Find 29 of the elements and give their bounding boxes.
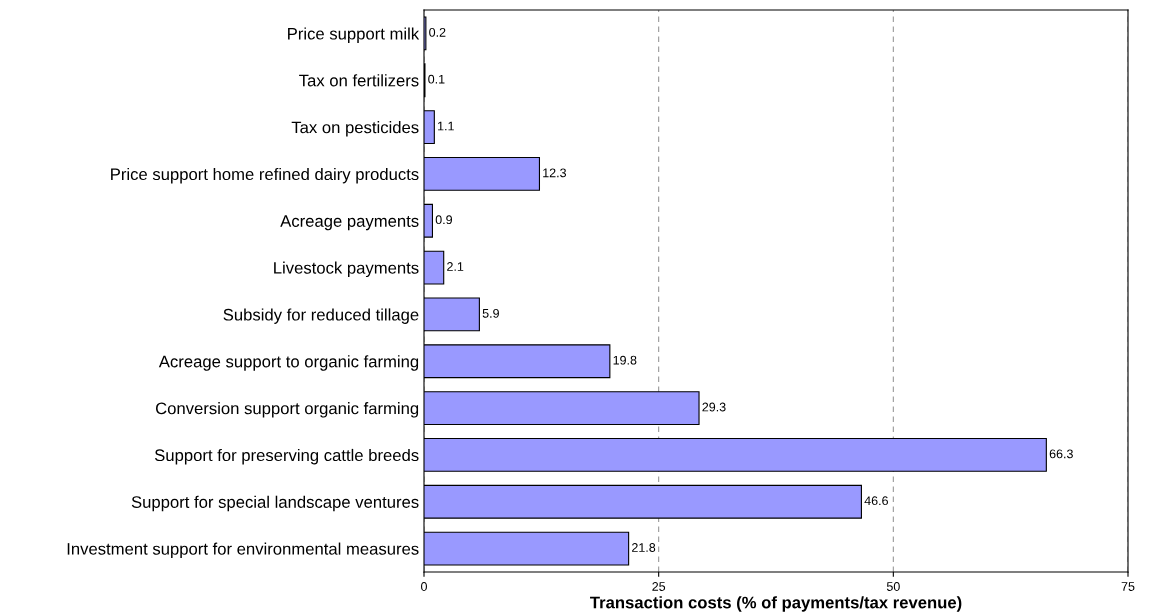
data-label: 19.8 — [613, 355, 637, 365]
y-tick-label: Conversion support organic farming — [155, 402, 419, 418]
data-label: 12.3 — [543, 168, 567, 178]
data-label: 29.3 — [702, 402, 726, 412]
data-label: 0.2 — [429, 27, 446, 37]
data-label: 1.1 — [438, 121, 454, 131]
y-tick-label: Tax on fertilizers — [299, 74, 419, 87]
y-tick-label: Investment support for environmental measures — [67, 542, 419, 559]
y-tick-label: Acreage payments — [280, 215, 419, 231]
data-label: 0.1 — [428, 74, 445, 84]
y-tick-label: Support for preserving cattle breeds — [154, 448, 419, 465]
y-tick-label: Subsidy for reduced tillage — [223, 308, 419, 324]
data-label: 66.3 — [1049, 449, 1073, 459]
data-label: 21.8 — [632, 543, 656, 552]
y-tick-label: Livestock payments — [274, 261, 419, 278]
y-tick-label: Price support milk — [288, 27, 420, 43]
y-tick-label: Support for special landscape ventures — [131, 495, 419, 512]
x-tick-label: 75 — [1121, 582, 1135, 591]
data-label: 46.6 — [864, 496, 888, 506]
x-axis-title: Transaction costs (% of payments/tax revenue) — [590, 596, 962, 612]
x-tick-label: 50 — [886, 582, 900, 591]
x-tick-label: 25 — [652, 582, 666, 591]
y-tick-label: Acreage support to organic farming — [158, 355, 419, 371]
data-label: 5.9 — [482, 308, 499, 318]
data-label: 0.9 — [435, 215, 453, 225]
y-tick-label: Tax on pesticides — [291, 121, 419, 137]
y-tick-label: Price support home refined dairy products — [111, 167, 419, 184]
data-label: 2.1 — [447, 262, 464, 271]
x-tick-label: 0 — [421, 582, 427, 591]
